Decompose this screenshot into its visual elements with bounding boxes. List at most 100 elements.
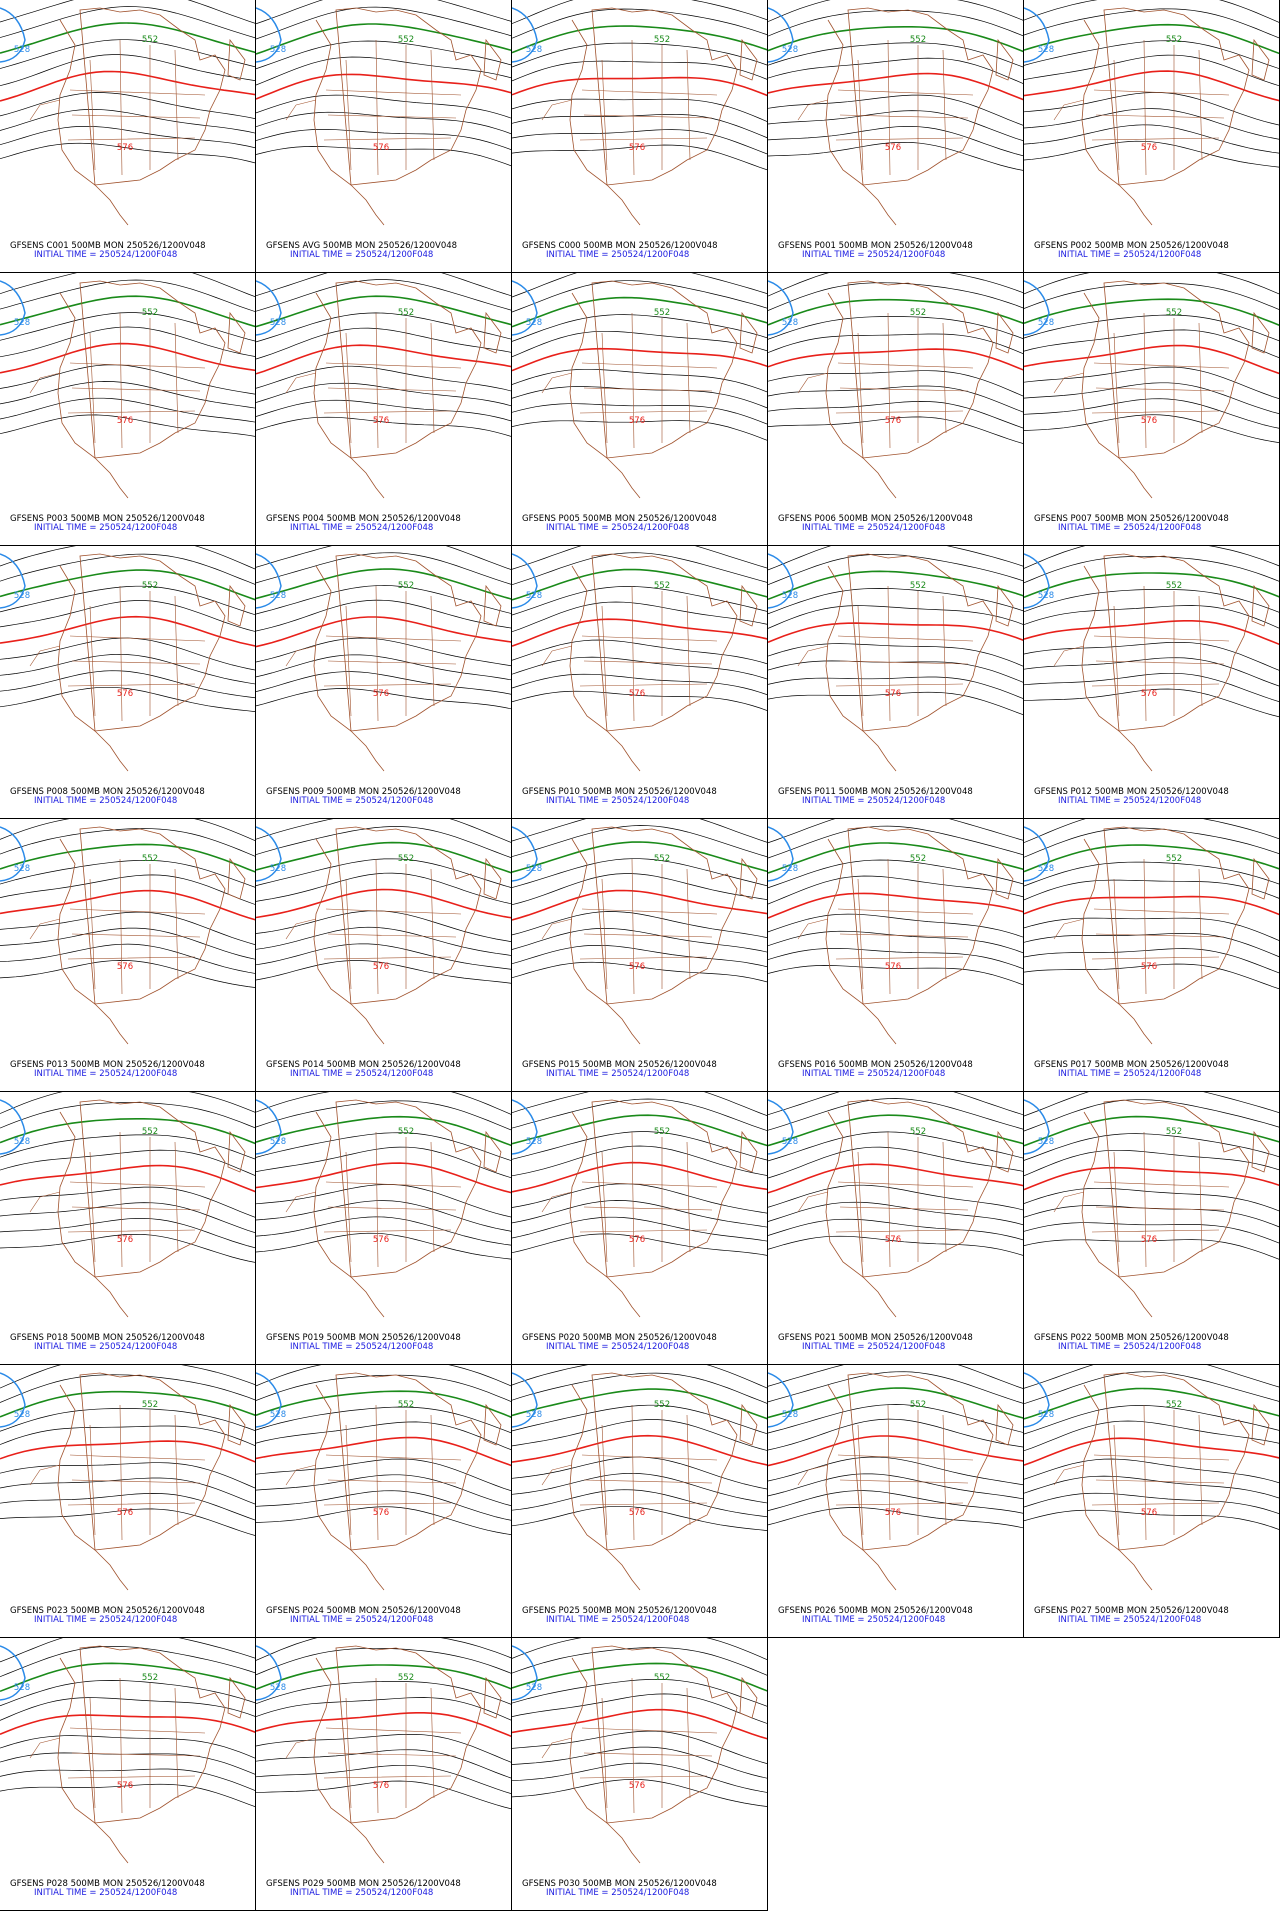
initial-time: INITIAL TIME = 250524/1200F048 bbox=[290, 1069, 433, 1079]
contour bbox=[768, 1387, 1023, 1419]
state-lines bbox=[797, 39, 974, 176]
contour bbox=[768, 1201, 1023, 1226]
initial-time: INITIAL TIME = 250524/1200F048 bbox=[290, 1615, 433, 1625]
contour bbox=[512, 1693, 767, 1724]
panel-title: GFSENS P030 500MB MON 250526/1200V048 bbox=[522, 1879, 717, 1889]
contour bbox=[256, 960, 511, 984]
map: 528 552 576 GFSENS P020 500MB MON 250526/12… bbox=[512, 1092, 767, 1352]
contour bbox=[768, 141, 1023, 171]
contour bbox=[0, 1149, 255, 1176]
contour bbox=[256, 1184, 511, 1218]
contour bbox=[512, 944, 767, 968]
contour-528 bbox=[768, 1372, 794, 1428]
contour bbox=[1024, 1371, 1279, 1405]
contour bbox=[512, 1145, 767, 1177]
contour bbox=[1024, 1387, 1279, 1420]
contour bbox=[0, 1697, 255, 1721]
contour bbox=[1024, 54, 1279, 87]
contour bbox=[768, 72, 1023, 101]
contour bbox=[768, 1365, 1023, 1389]
contour bbox=[0, 1508, 255, 1536]
initial-time: INITIAL TIME = 250524/1200F048 bbox=[1058, 523, 1201, 533]
coastline bbox=[57, 1372, 246, 1591]
contour bbox=[256, 1132, 511, 1161]
coastline bbox=[313, 826, 502, 1045]
panel-title: GFSENS P019 500MB MON 250526/1200V048 bbox=[266, 1333, 461, 1343]
coastline bbox=[569, 826, 758, 1045]
contour bbox=[1024, 314, 1279, 342]
contour-528 bbox=[256, 1099, 282, 1155]
contour bbox=[0, 414, 255, 437]
contour bbox=[256, 1490, 511, 1521]
panel-title: GFSENS P007 500MB MON 250526/1200V048 bbox=[1034, 514, 1229, 524]
contour bbox=[512, 825, 767, 858]
contour-label: 528 bbox=[1038, 1137, 1054, 1147]
contour bbox=[512, 656, 767, 680]
contour bbox=[1024, 879, 1279, 901]
contour bbox=[256, 826, 511, 859]
contour bbox=[0, 585, 255, 616]
contour bbox=[256, 888, 511, 919]
contour bbox=[512, 1388, 767, 1420]
state-lines bbox=[29, 1677, 206, 1814]
contour bbox=[256, 1092, 511, 1115]
contour bbox=[0, 553, 255, 585]
contour bbox=[0, 70, 255, 102]
initial-time: INITIAL TIME = 250524/1200F048 bbox=[546, 1342, 689, 1352]
contour bbox=[768, 588, 1023, 615]
contour bbox=[256, 94, 511, 119]
contour bbox=[0, 1462, 255, 1489]
contour bbox=[0, 686, 255, 712]
contour-label: 576 bbox=[629, 1781, 645, 1791]
contour bbox=[768, 57, 1023, 84]
contour bbox=[512, 113, 767, 139]
contour bbox=[256, 1780, 511, 1810]
contour-528 bbox=[768, 280, 794, 336]
contour bbox=[0, 364, 255, 395]
contour bbox=[256, 599, 511, 632]
contour bbox=[256, 295, 511, 328]
contour bbox=[1024, 1492, 1279, 1514]
contour bbox=[1024, 8, 1279, 39]
map: 528 552 576 GFSENS P012 500MB MON 250526/12… bbox=[1024, 546, 1279, 806]
contour-label: 576 bbox=[117, 1235, 133, 1245]
map-panel: 528 552 576 GFSENS AVG 500MB MON 250526/120… bbox=[256, 0, 512, 273]
contour bbox=[0, 1440, 255, 1463]
contour bbox=[0, 1493, 255, 1521]
coastline bbox=[569, 280, 758, 499]
contour-label: 576 bbox=[373, 1781, 389, 1791]
panel-title: GFSENS P015 500MB MON 250526/1200V048 bbox=[522, 1060, 717, 1070]
contour-label: 576 bbox=[117, 1781, 133, 1791]
contour-label: 576 bbox=[1141, 416, 1157, 426]
contour-label: 576 bbox=[373, 1508, 389, 1518]
contour bbox=[0, 1680, 255, 1707]
coastline bbox=[57, 826, 246, 1045]
map: 528 552 576 GFSENS P023 500MB MON 250526/12… bbox=[0, 1365, 255, 1625]
map: 528 552 576 GFSENS P018 500MB MON 250526/12… bbox=[0, 1092, 255, 1352]
contour bbox=[512, 1372, 767, 1404]
contour bbox=[256, 1115, 511, 1147]
contour bbox=[1024, 555, 1279, 584]
contour-label: 552 bbox=[1166, 854, 1182, 864]
panel-title: GFSENS C000 500MB MON 250526/1200V048 bbox=[522, 241, 718, 251]
contour bbox=[256, 56, 511, 86]
state-lines bbox=[29, 1131, 206, 1268]
contour bbox=[512, 889, 767, 921]
state-lines bbox=[285, 858, 462, 995]
state-lines bbox=[29, 39, 206, 176]
contour bbox=[256, 1712, 511, 1738]
contour bbox=[768, 26, 1023, 53]
contour bbox=[256, 1506, 511, 1535]
map: 528 552 576 GFSENS P028 500MB MON 250526/12… bbox=[0, 1638, 255, 1898]
contour bbox=[256, 1647, 511, 1676]
contour bbox=[256, 1146, 511, 1179]
map: 528 552 576 GFSENS P030 500MB MON 250526/12… bbox=[512, 1638, 767, 1898]
contour bbox=[256, 1406, 511, 1434]
map-panel: 528 552 576 GFSENS P002 500MB MON 250526/12… bbox=[1024, 0, 1280, 273]
contour-label: 552 bbox=[1166, 581, 1182, 591]
initial-time: INITIAL TIME = 250524/1200F048 bbox=[1058, 1342, 1201, 1352]
map: 528 552 576 GFSENS P010 500MB MON 250526/12… bbox=[512, 546, 767, 806]
contour bbox=[768, 691, 1023, 716]
panel-title: GFSENS P012 500MB MON 250526/1200V048 bbox=[1034, 787, 1229, 797]
